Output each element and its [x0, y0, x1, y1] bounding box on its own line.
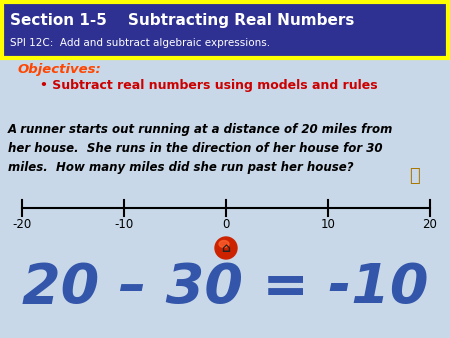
- Text: 20: 20: [423, 218, 437, 232]
- Ellipse shape: [219, 241, 229, 247]
- Ellipse shape: [215, 237, 237, 259]
- Text: Objectives:: Objectives:: [18, 64, 102, 76]
- Text: A runner starts out running at a distance of 20 miles from
her house.  She runs : A runner starts out running at a distanc…: [8, 122, 393, 173]
- FancyBboxPatch shape: [2, 2, 448, 58]
- Text: Section 1-5    Subtracting Real Numbers: Section 1-5 Subtracting Real Numbers: [10, 13, 355, 27]
- Text: 10: 10: [320, 218, 335, 232]
- Text: 🏃: 🏃: [410, 167, 420, 185]
- Text: -20: -20: [13, 218, 32, 232]
- Text: • Subtract real numbers using models and rules: • Subtract real numbers using models and…: [40, 78, 378, 92]
- Text: -10: -10: [114, 218, 134, 232]
- Text: 0: 0: [222, 218, 230, 232]
- Text: SPI 12C:  Add and subtract algebraic expressions.: SPI 12C: Add and subtract algebraic expr…: [10, 38, 270, 48]
- Text: 20 – 30 = -10: 20 – 30 = -10: [22, 261, 428, 315]
- Text: ⌂: ⌂: [221, 242, 230, 256]
